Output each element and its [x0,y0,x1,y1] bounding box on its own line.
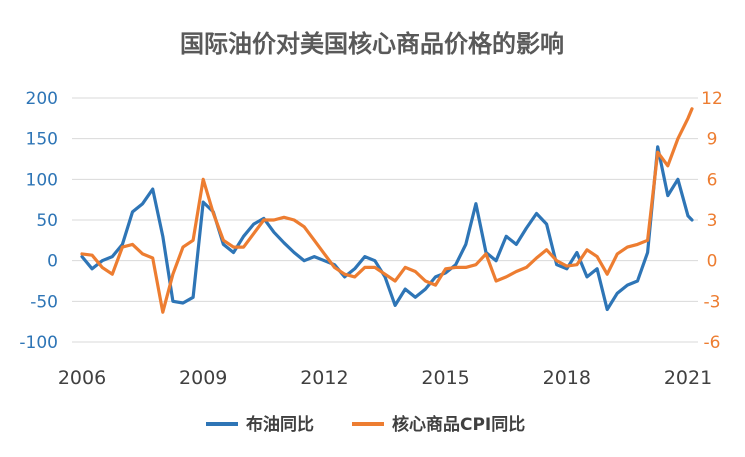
right-tick-label: -3 [704,292,721,312]
right-tick-label: 0 [707,252,718,272]
left-axis-ticks: 200 150 100 50 0 -50 -100 [19,89,58,353]
right-tick-label: 3 [707,211,718,231]
x-tick-label: 2012 [300,367,348,389]
left-tick-label: 50 [36,211,58,231]
series-line-2 [80,107,694,314]
left-tick-label: 150 [26,130,58,150]
x-tick-label: 2009 [179,367,227,389]
legend-label: 布油同比 [246,414,314,435]
legend-label: 核心商品CPI同比 [392,414,525,435]
left-tick-label: -100 [19,333,58,353]
x-tick-label: 2015 [421,367,469,389]
right-tick-label: 6 [707,170,718,190]
chart-title: 国际油价对美国核心商品价格的影响 [180,30,564,58]
legend: 布油同比 核心商品CPI同比 [206,414,525,435]
right-axis-ticks: 12 9 6 3 0 -3 -6 [701,89,723,353]
x-tick-label: 2006 [58,367,106,389]
left-tick-label: 100 [26,170,58,190]
right-tick-label: 12 [701,89,723,109]
right-tick-label: -6 [704,333,721,353]
series-line-1 [80,145,694,312]
series-lines [80,107,694,314]
left-tick-label: 200 [26,89,58,109]
left-tick-label: 0 [47,252,58,272]
x-tick-label: 2021 [664,367,712,389]
x-tick-label: 2018 [543,367,591,389]
right-tick-label: 9 [707,130,718,150]
x-axis-ticks: 2006 2009 2012 2015 2018 2021 [58,367,712,389]
left-tick-label: -50 [30,292,58,312]
